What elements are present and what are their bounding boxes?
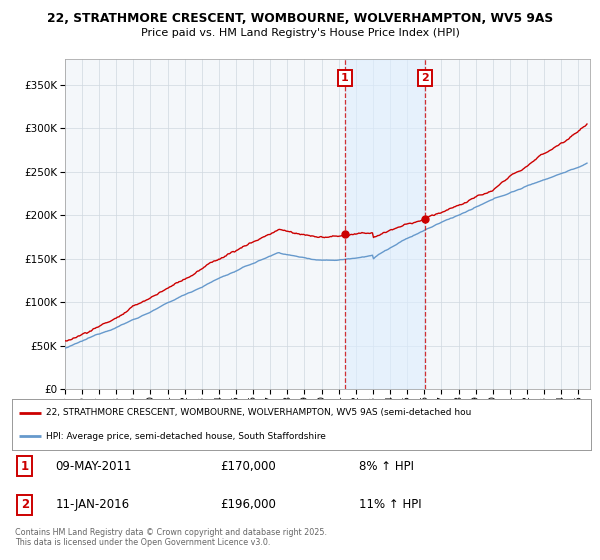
Text: 11-JAN-2016: 11-JAN-2016 [55, 498, 130, 511]
Text: 1: 1 [341, 73, 349, 83]
Text: £196,000: £196,000 [220, 498, 277, 511]
Text: 22, STRATHMORE CRESCENT, WOMBOURNE, WOLVERHAMPTON, WV5 9AS (semi-detached hou: 22, STRATHMORE CRESCENT, WOMBOURNE, WOLV… [46, 408, 471, 417]
Text: 8% ↑ HPI: 8% ↑ HPI [359, 460, 415, 473]
Text: 1: 1 [20, 460, 29, 473]
Text: 2: 2 [421, 73, 429, 83]
Text: HPI: Average price, semi-detached house, South Staffordshire: HPI: Average price, semi-detached house,… [46, 432, 325, 441]
Text: 09-MAY-2011: 09-MAY-2011 [55, 460, 132, 473]
Text: Price paid vs. HM Land Registry's House Price Index (HPI): Price paid vs. HM Land Registry's House … [140, 28, 460, 38]
Text: Contains HM Land Registry data © Crown copyright and database right 2025.
This d: Contains HM Land Registry data © Crown c… [15, 528, 327, 547]
Text: 22, STRATHMORE CRESCENT, WOMBOURNE, WOLVERHAMPTON, WV5 9AS: 22, STRATHMORE CRESCENT, WOMBOURNE, WOLV… [47, 12, 553, 25]
Text: £170,000: £170,000 [220, 460, 276, 473]
Text: 2: 2 [20, 498, 29, 511]
Text: 11% ↑ HPI: 11% ↑ HPI [359, 498, 422, 511]
